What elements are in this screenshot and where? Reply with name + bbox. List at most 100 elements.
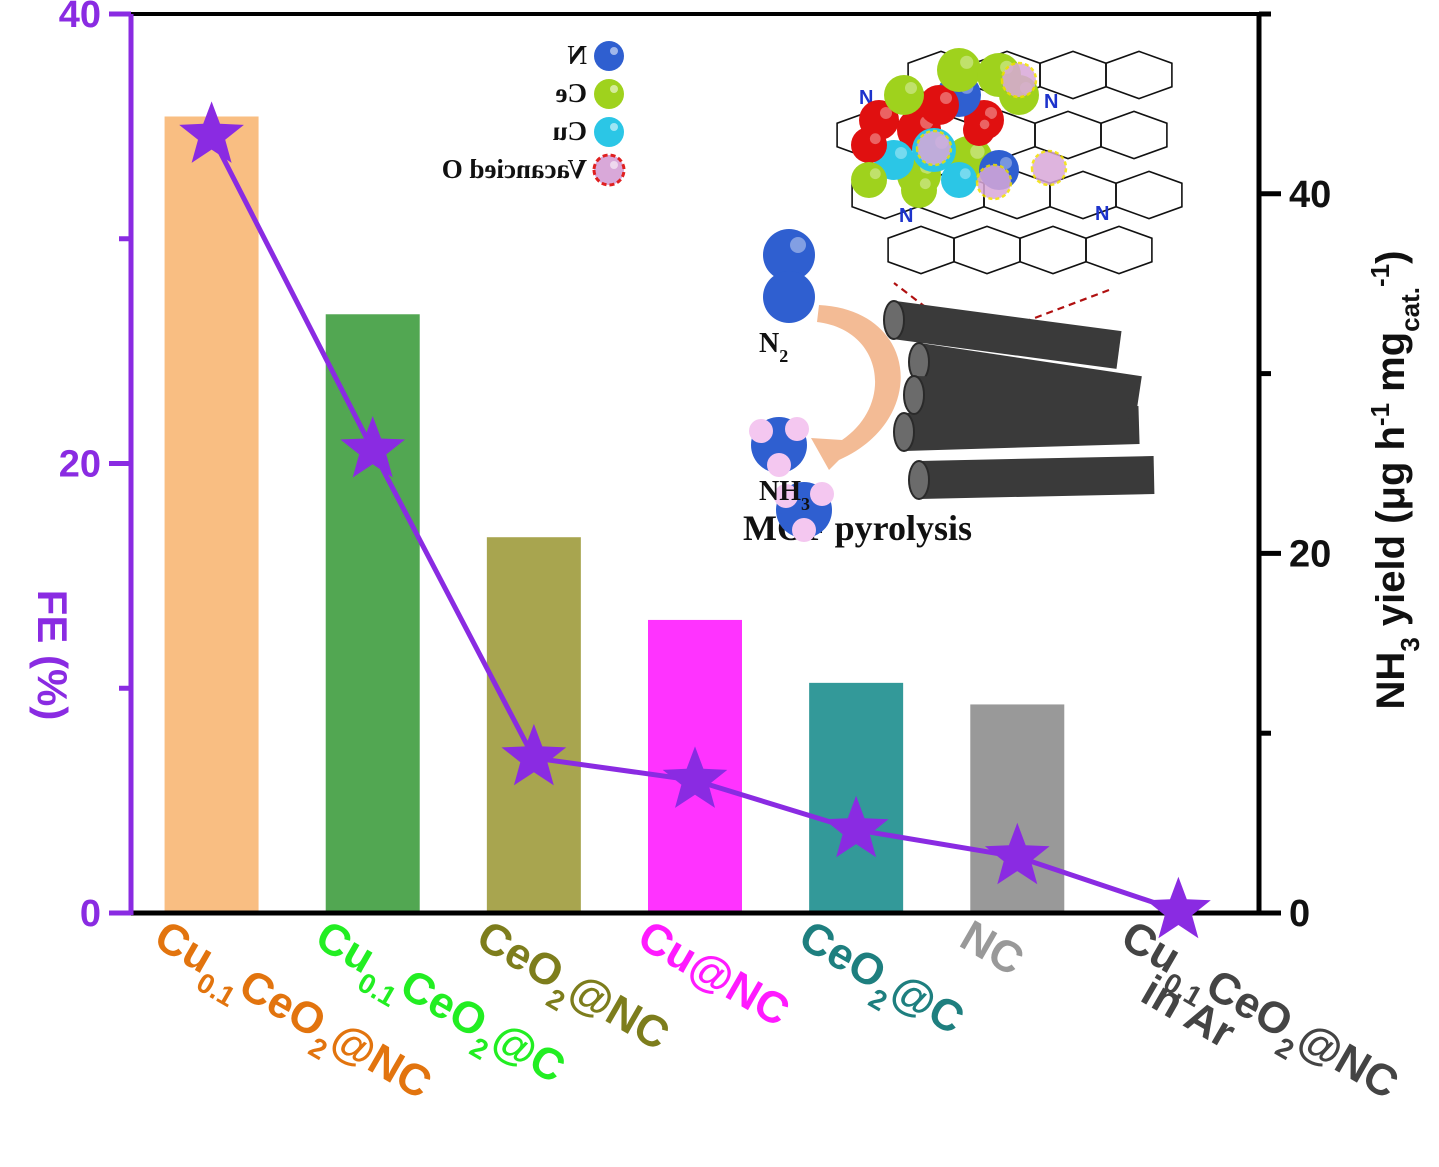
category-label-part: @NC: [323, 1013, 440, 1109]
nh3-tick-label-2: 20: [1289, 533, 1331, 575]
hexagon: [953, 225, 1021, 275]
nh3-h-atom: [785, 417, 809, 441]
fe-line-series: [179, 101, 1211, 939]
cluster-atom: [941, 162, 977, 198]
category-label-part: @C: [484, 1013, 573, 1093]
cluster-atom-shine: [880, 107, 892, 119]
nh3-h-atom: [792, 518, 816, 542]
nh3-axis-title-part: ): [1369, 251, 1413, 264]
hexagon: [1105, 50, 1173, 100]
cluster-atom: [884, 75, 924, 115]
carbon-rod-4: [918, 456, 1155, 499]
n2-label: N2: [759, 328, 788, 366]
category-label-1: Cu0.1CeO2@NC: [141, 911, 440, 1118]
carbon-rod-3: [903, 406, 1140, 451]
nh3-axis-title-part: mg: [1369, 332, 1413, 403]
fe-point-2: [340, 416, 406, 478]
hexagon: [1115, 170, 1183, 220]
nh3-tick-label-3: 40: [1289, 174, 1331, 216]
cluster-atom-shine: [960, 55, 974, 69]
fe-tick-label-2: 20: [59, 444, 101, 486]
cluster-atom-shine: [1000, 157, 1012, 169]
nh3-axis-title-part: -1: [1365, 264, 1395, 287]
nh3-axis-title-part: cat.: [1395, 287, 1425, 332]
carbon-rod-end-3: [893, 412, 915, 452]
fe-point-5: [823, 795, 889, 858]
legend-marker-shine: [610, 123, 618, 131]
cluster-atom-shine: [985, 107, 997, 119]
lattice-n-label-4: N: [1095, 203, 1109, 225]
lattice-n-label-3: N: [899, 205, 913, 227]
legend-label-2: Ce: [556, 78, 587, 108]
carbon-rod-end-5: [903, 375, 925, 415]
legend-label-4: Vacancied O: [442, 154, 587, 184]
carbon-rod-5: [913, 376, 1130, 419]
cluster-atom: [963, 114, 995, 146]
cluster-atom: [919, 85, 959, 125]
vacancy-site: [975, 163, 1013, 201]
cluster-atom-shine: [970, 144, 985, 159]
reaction-arrow: [811, 305, 901, 470]
category-label-part: @NC: [561, 964, 678, 1060]
legend-marker-4: [592, 153, 626, 187]
fe-axis-title: FE (%): [29, 590, 76, 721]
fe-point-6: [984, 822, 1050, 885]
cluster-atom-shine: [919, 178, 931, 190]
fe-point-1: [179, 101, 244, 163]
legend-label-3: Cu: [552, 116, 587, 146]
nh3-h-atom: [774, 484, 798, 508]
legend-marker-3: [594, 117, 624, 147]
cluster-atom-shine: [940, 92, 952, 104]
category-label-part: @NC: [1290, 1013, 1407, 1109]
legend-marker-shine: [610, 85, 618, 93]
carbon-rod-1: [891, 301, 1122, 369]
fe-point-7: [1146, 876, 1211, 939]
n2-atom-2: [763, 271, 815, 323]
cluster-atom: [851, 162, 887, 198]
fe-tick-label-3: 40: [59, 0, 101, 36]
fe-point-3: [501, 723, 567, 786]
bar-2: [325, 314, 420, 913]
nh3-tick-label-1: 0: [1289, 893, 1310, 935]
cluster-atom: [851, 127, 887, 163]
vacancy-site: [1000, 61, 1038, 99]
legend-marker-shine: [610, 161, 618, 169]
carbon-rod-end-1: [883, 300, 905, 340]
nh3-h-atom: [810, 482, 834, 506]
hexagon: [1100, 110, 1168, 160]
lattice-n-label-1: N: [1044, 91, 1058, 113]
bar-6: [970, 704, 1065, 913]
nh3-axis-title: NH3 yield (μg h-1 mgcat.-1): [1365, 251, 1425, 710]
legend-marker-shine: [610, 47, 618, 55]
n2-shine: [790, 237, 806, 253]
category-label-part: @C: [883, 964, 972, 1044]
nh3-h-atom: [749, 419, 773, 443]
cluster-atom-shine: [869, 133, 881, 145]
hexagon: [887, 225, 955, 275]
nh3-h-atom: [767, 453, 791, 477]
category-labels: Cu0.1CeO2@NCCu0.1CeO2@CCeO2@NCCu@NCCeO2@…: [141, 911, 1407, 1118]
vacancy-site: [1030, 149, 1068, 187]
hexagon: [1085, 225, 1153, 275]
nh3-axis-title-part: -1: [1365, 403, 1395, 426]
category-label-6: NC: [952, 911, 1032, 985]
fe-tick-label-1: 0: [80, 893, 101, 935]
nh3-label: NH3: [759, 476, 810, 514]
category-label-5: CeO2@C: [785, 911, 972, 1054]
legend-marker-1: [594, 41, 624, 71]
hexagon: [1019, 225, 1087, 275]
legend-label-1: N: [567, 40, 587, 70]
category-label-part: NC: [952, 911, 1032, 985]
nh3-axis-title-part: 3: [1395, 637, 1425, 651]
cluster-atom-shine: [905, 82, 917, 94]
cluster-atom: [901, 172, 937, 208]
legend-marker-2: [594, 79, 624, 109]
cluster-atom-shine: [979, 119, 990, 130]
carbon-rod-end-4: [908, 460, 930, 500]
nh3-axis-title-part: NH: [1369, 652, 1413, 710]
nh3-axis-title-part: yield (μg h: [1369, 426, 1413, 637]
vacancy-site: [915, 129, 953, 167]
